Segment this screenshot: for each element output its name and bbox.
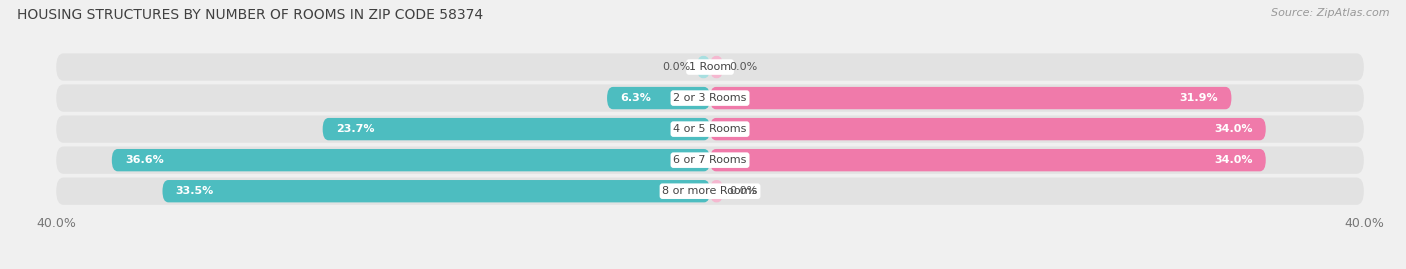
FancyBboxPatch shape (56, 178, 1364, 205)
Text: 34.0%: 34.0% (1215, 155, 1253, 165)
Text: 6 or 7 Rooms: 6 or 7 Rooms (673, 155, 747, 165)
Text: 1 Room: 1 Room (689, 62, 731, 72)
Text: 4 or 5 Rooms: 4 or 5 Rooms (673, 124, 747, 134)
Text: 8 or more Rooms: 8 or more Rooms (662, 186, 758, 196)
FancyBboxPatch shape (710, 118, 1265, 140)
FancyBboxPatch shape (56, 84, 1364, 112)
Text: 6.3%: 6.3% (620, 93, 651, 103)
Text: 36.6%: 36.6% (125, 155, 163, 165)
FancyBboxPatch shape (56, 115, 1364, 143)
Text: 34.0%: 34.0% (1215, 124, 1253, 134)
FancyBboxPatch shape (56, 147, 1364, 174)
FancyBboxPatch shape (710, 56, 723, 78)
FancyBboxPatch shape (163, 180, 710, 202)
Text: 0.0%: 0.0% (662, 62, 690, 72)
Text: 0.0%: 0.0% (730, 186, 758, 196)
Text: 31.9%: 31.9% (1180, 93, 1219, 103)
FancyBboxPatch shape (607, 87, 710, 109)
Text: 0.0%: 0.0% (730, 62, 758, 72)
FancyBboxPatch shape (322, 118, 710, 140)
FancyBboxPatch shape (710, 180, 723, 202)
FancyBboxPatch shape (710, 149, 1265, 171)
FancyBboxPatch shape (697, 56, 710, 78)
Text: 23.7%: 23.7% (336, 124, 374, 134)
FancyBboxPatch shape (112, 149, 710, 171)
FancyBboxPatch shape (56, 53, 1364, 81)
Text: 2 or 3 Rooms: 2 or 3 Rooms (673, 93, 747, 103)
Text: HOUSING STRUCTURES BY NUMBER OF ROOMS IN ZIP CODE 58374: HOUSING STRUCTURES BY NUMBER OF ROOMS IN… (17, 8, 484, 22)
Text: 33.5%: 33.5% (176, 186, 214, 196)
FancyBboxPatch shape (710, 87, 1232, 109)
Text: Source: ZipAtlas.com: Source: ZipAtlas.com (1271, 8, 1389, 18)
